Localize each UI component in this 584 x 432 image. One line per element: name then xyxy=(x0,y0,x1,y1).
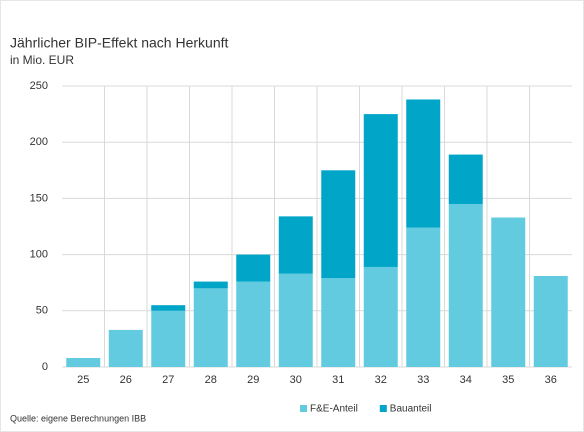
bar-segment xyxy=(533,275,568,367)
x-tick-label: 26 xyxy=(120,374,132,386)
bar-segment xyxy=(193,281,228,289)
y-tick-label: 200 xyxy=(30,136,48,148)
x-tick-label: 35 xyxy=(502,374,514,386)
y-tick-label: 250 xyxy=(30,80,48,92)
bar-segment xyxy=(66,358,101,367)
bar-segment xyxy=(491,217,526,367)
x-tick-label: 28 xyxy=(205,374,217,386)
bar-segment xyxy=(193,288,228,367)
y-tick-label: 150 xyxy=(30,192,48,204)
x-tick-label: 29 xyxy=(247,374,259,386)
bar-segment xyxy=(406,227,441,367)
y-tick-label: 100 xyxy=(30,249,48,261)
bar-segment xyxy=(363,266,398,367)
bar-segment xyxy=(151,305,186,311)
bar-segment xyxy=(448,204,483,367)
chart-title: Jährlicher BIP-Effekt nach Herkunft xyxy=(10,35,229,51)
bar-segment xyxy=(321,278,356,367)
x-tick-label: 27 xyxy=(162,374,174,386)
bar-segment xyxy=(448,154,483,205)
x-tick-label: 36 xyxy=(545,374,557,386)
y-tick-label: 50 xyxy=(36,305,48,317)
y-tick-label: 0 xyxy=(42,361,48,373)
legend-label: F&E-Anteil xyxy=(310,404,358,415)
x-tick-label: 25 xyxy=(77,374,89,386)
bar-segment xyxy=(321,170,356,279)
x-tick-label: 31 xyxy=(332,374,344,386)
bar-segment xyxy=(363,114,398,267)
bar-segment xyxy=(236,254,271,282)
bar-segment xyxy=(108,329,143,367)
legend-swatch xyxy=(379,405,387,412)
bar-segment xyxy=(278,216,313,274)
bar-segment xyxy=(406,99,441,228)
x-tick-label: 32 xyxy=(375,374,387,386)
bar-segment xyxy=(236,281,271,367)
x-tick-label: 33 xyxy=(417,374,429,386)
source-note: Quelle: eigene Berechnungen IBB xyxy=(10,413,146,423)
bar-segment xyxy=(278,273,313,367)
chart-subtitle: in Mio. EUR xyxy=(10,53,74,67)
bar-segment xyxy=(151,310,186,367)
legend-label: Bauanteil xyxy=(390,404,432,415)
x-tick-label: 34 xyxy=(460,374,472,386)
legend-swatch xyxy=(300,405,307,412)
x-tick-label: 30 xyxy=(290,374,302,386)
